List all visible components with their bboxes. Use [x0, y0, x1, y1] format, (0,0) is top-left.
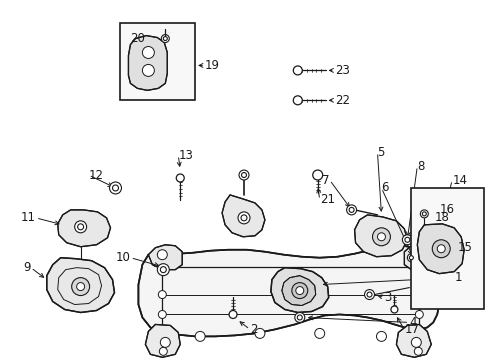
Circle shape — [163, 37, 167, 41]
Circle shape — [239, 170, 248, 180]
Text: 8: 8 — [416, 159, 424, 172]
Text: 2: 2 — [249, 323, 257, 336]
Polygon shape — [416, 224, 463, 274]
Circle shape — [407, 254, 414, 262]
Circle shape — [161, 35, 169, 42]
Circle shape — [160, 267, 166, 273]
Text: 23: 23 — [334, 64, 349, 77]
Text: 20: 20 — [130, 32, 145, 45]
Circle shape — [413, 347, 422, 355]
Circle shape — [158, 310, 166, 319]
Circle shape — [159, 347, 167, 355]
Circle shape — [78, 224, 83, 230]
Circle shape — [414, 291, 423, 298]
Text: 4: 4 — [408, 316, 416, 329]
Circle shape — [241, 215, 246, 221]
Polygon shape — [404, 245, 438, 270]
Circle shape — [254, 328, 264, 338]
Text: 14: 14 — [451, 174, 466, 186]
Bar — [120, 23, 195, 100]
Circle shape — [160, 337, 170, 347]
Text: 18: 18 — [433, 211, 448, 224]
Circle shape — [158, 291, 166, 298]
Circle shape — [157, 264, 169, 276]
Text: 15: 15 — [456, 241, 471, 254]
Circle shape — [228, 310, 237, 319]
Text: 22: 22 — [334, 94, 349, 107]
Circle shape — [376, 332, 386, 341]
Circle shape — [293, 96, 302, 105]
Circle shape — [377, 233, 385, 241]
Text: 19: 19 — [205, 59, 220, 72]
Polygon shape — [396, 324, 430, 357]
Text: 16: 16 — [438, 203, 453, 216]
Polygon shape — [58, 210, 110, 247]
Circle shape — [109, 182, 121, 194]
Text: 7: 7 — [322, 174, 329, 186]
Circle shape — [346, 205, 356, 215]
Circle shape — [413, 250, 424, 260]
Circle shape — [372, 228, 389, 246]
Circle shape — [142, 64, 154, 76]
Text: 21: 21 — [319, 193, 334, 206]
Circle shape — [312, 170, 322, 180]
Circle shape — [420, 210, 427, 218]
Circle shape — [294, 312, 304, 323]
Bar — [410, 188, 483, 310]
Circle shape — [431, 240, 449, 258]
Text: 13: 13 — [178, 149, 193, 162]
Polygon shape — [148, 245, 182, 270]
Circle shape — [112, 185, 118, 191]
Text: 1: 1 — [453, 271, 461, 284]
Circle shape — [238, 212, 249, 224]
Circle shape — [314, 328, 324, 338]
Circle shape — [408, 256, 412, 260]
Polygon shape — [145, 324, 180, 357]
Circle shape — [402, 235, 411, 245]
Circle shape — [422, 212, 426, 216]
Text: 3: 3 — [384, 291, 391, 304]
Circle shape — [77, 283, 84, 291]
Text: 5: 5 — [377, 145, 384, 159]
Circle shape — [142, 46, 154, 58]
Polygon shape — [270, 268, 328, 312]
Text: 12: 12 — [88, 168, 103, 181]
Text: 10: 10 — [115, 251, 130, 264]
Text: 6: 6 — [381, 181, 388, 194]
Polygon shape — [128, 36, 167, 90]
Circle shape — [420, 248, 427, 256]
Circle shape — [390, 306, 397, 313]
Circle shape — [414, 310, 423, 319]
Circle shape — [176, 174, 184, 182]
Circle shape — [366, 292, 371, 297]
Circle shape — [72, 278, 89, 296]
Polygon shape — [222, 195, 264, 237]
Text: 9: 9 — [23, 261, 31, 274]
Circle shape — [436, 245, 444, 253]
Polygon shape — [281, 276, 315, 306]
Polygon shape — [354, 215, 407, 257]
Circle shape — [241, 172, 246, 177]
Text: 17: 17 — [404, 323, 419, 336]
Circle shape — [364, 289, 374, 300]
Text: 11: 11 — [21, 211, 36, 224]
Circle shape — [404, 237, 409, 242]
Circle shape — [422, 250, 426, 254]
Circle shape — [295, 287, 303, 294]
Circle shape — [297, 315, 302, 320]
Circle shape — [157, 250, 167, 260]
Circle shape — [410, 337, 421, 347]
Circle shape — [291, 283, 307, 298]
Circle shape — [195, 332, 205, 341]
Circle shape — [348, 207, 353, 212]
Polygon shape — [138, 246, 438, 336]
Polygon shape — [47, 258, 114, 312]
Circle shape — [293, 66, 302, 75]
Circle shape — [75, 221, 86, 233]
